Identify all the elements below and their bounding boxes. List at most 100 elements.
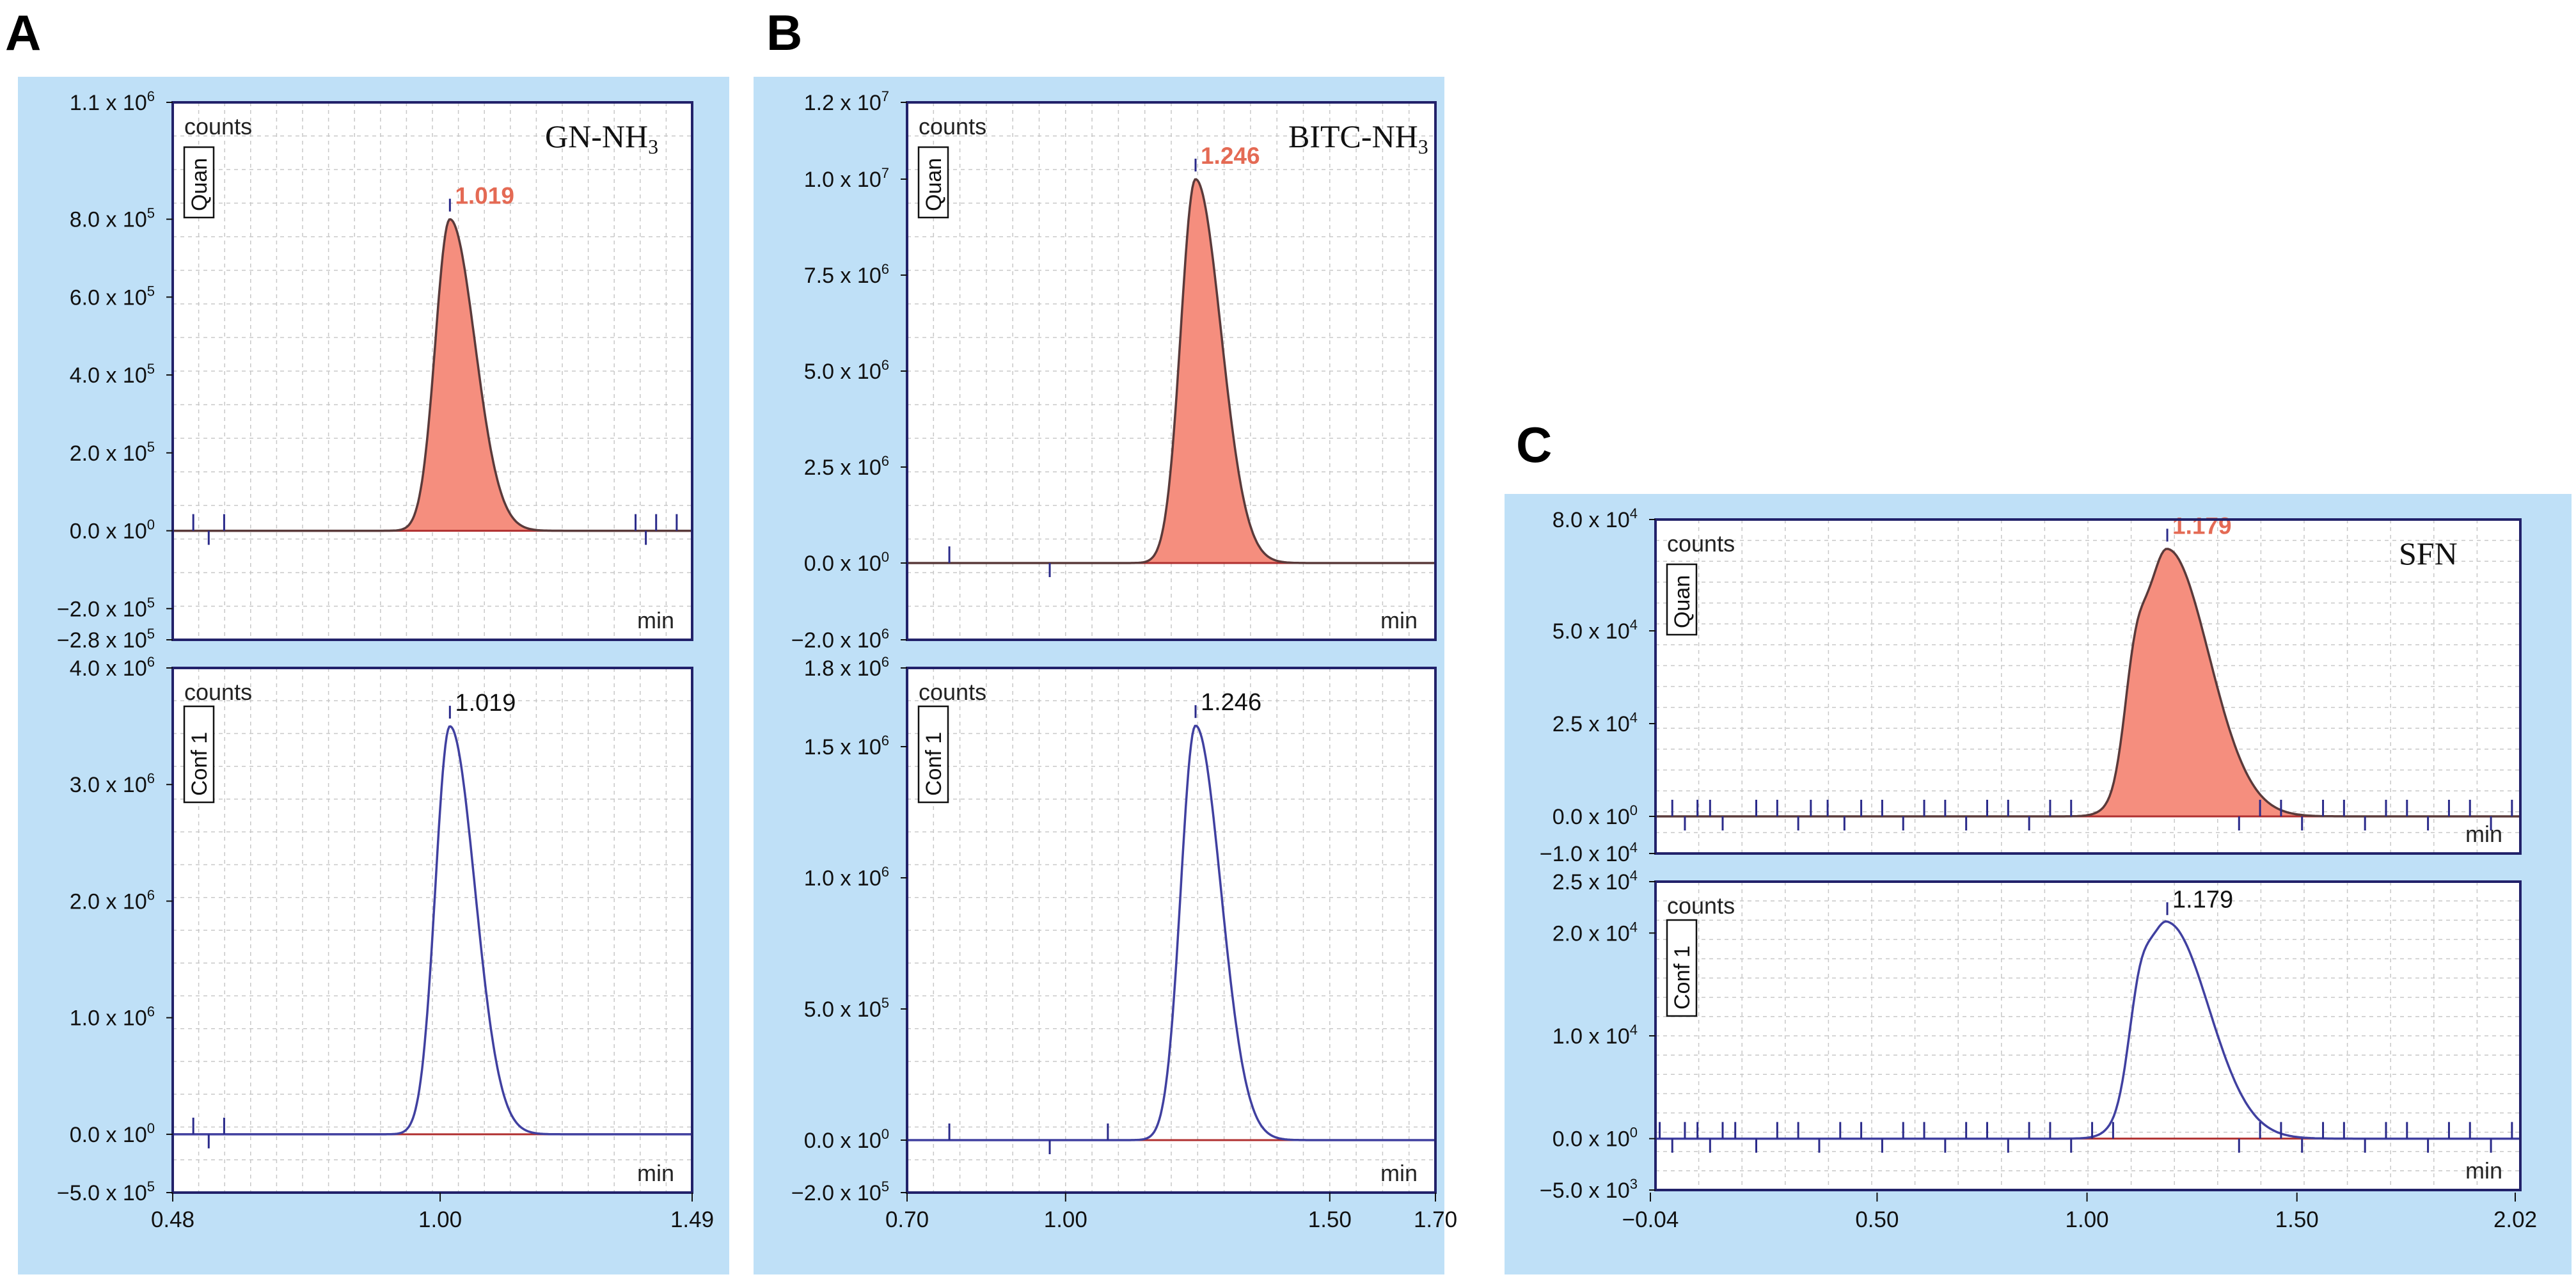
y-tick-label: 5.0 x 105 — [804, 995, 889, 1022]
y-tick-exponent: 3 — [1630, 1176, 1638, 1192]
x-tick-label: 1.00 — [418, 1207, 462, 1232]
x-tick-label: 1.50 — [2275, 1207, 2319, 1232]
trace-tag-box — [1666, 919, 1698, 1017]
conf1-trace-line — [173, 725, 692, 1136]
conf1-trace-line — [1655, 920, 2520, 1140]
y-tick-label: 1.2 x 107 — [804, 88, 889, 115]
conf1-trace-tag: Conf 1 — [183, 705, 215, 804]
quan-trace-line — [1655, 548, 2520, 818]
x-tick-label: 1.49 — [670, 1207, 714, 1232]
panel-letter-a: A — [5, 4, 42, 61]
trace-tag-box — [917, 146, 949, 219]
trace-tag-box — [183, 705, 215, 804]
trace-tag-box — [917, 705, 949, 804]
y-tick-exponent: 7 — [881, 165, 889, 181]
y-unit-label: counts — [919, 679, 986, 705]
peak-rt-label: 1.246 — [1201, 689, 1261, 716]
plot-frame — [906, 667, 1437, 1194]
y-tick-exponent: 4 — [1630, 919, 1638, 935]
y-tick-label: 2.0 x 104 — [1553, 919, 1638, 946]
y-tick-exponent: 4 — [1630, 505, 1638, 521]
x-unit-label: min — [1380, 1160, 1418, 1186]
x-tick-label: −0.04 — [1622, 1207, 1679, 1232]
y-unit-label: counts — [919, 113, 986, 139]
quan-trace-line — [173, 218, 692, 532]
trace-tag-text: Conf 1 — [187, 732, 212, 796]
compound-name-label: SFN — [2399, 536, 2458, 571]
y-tick-label: 1.1 x 106 — [70, 88, 155, 115]
y-tick-exponent: 0 — [147, 517, 155, 533]
peak-rt-label: 1.179 — [2172, 886, 2233, 913]
y-tick-label: 4.0 x 106 — [70, 654, 155, 681]
y-tick-exponent: 4 — [1630, 617, 1638, 633]
compound-name-label: GN-NH3 — [545, 118, 658, 158]
trace-tag-text: Quan — [1670, 575, 1695, 628]
y-tick-exponent: 4 — [1630, 710, 1638, 726]
panel-a-x-axis: 0.48 1.00 1.49 — [151, 1193, 714, 1232]
panel-b-quan-plot: 1.246 counts min Quan BITC-NH3 1.2 x 107 1.0 x… — [791, 88, 1437, 653]
x-unit-label: min — [2465, 1157, 2502, 1184]
plot-frame — [1654, 518, 2522, 855]
conf1-trace-tag: Conf 1 — [1666, 919, 1698, 1017]
x-unit-label: min — [2465, 821, 2502, 847]
y-tick-exponent: 6 — [147, 88, 155, 104]
trace-tag-box — [183, 146, 215, 219]
y-tick-label: 1.0 x 106 — [70, 1004, 155, 1031]
compound-name-subscript: 3 — [648, 135, 658, 158]
y-tick-label: 0.0 x 100 — [804, 549, 889, 576]
quan-trace-line — [907, 178, 1435, 564]
peak-area-fill — [907, 179, 1435, 563]
y-tick-label: −2.8 x 105 — [57, 626, 155, 653]
trace-tag-text: Conf 1 — [922, 732, 946, 796]
y-tick-exponent: 5 — [147, 594, 155, 610]
x-tick-label: 0.48 — [151, 1207, 194, 1232]
y-tick-label: −2.0 x 106 — [791, 626, 889, 653]
x-tick-label: 0.50 — [1855, 1207, 1899, 1232]
y-tick-exponent: 5 — [147, 1179, 155, 1195]
panel-b-x-axis: 0.70 1.00 1.50 1.70 — [885, 1193, 1457, 1232]
y-tick-exponent: 0 — [1630, 1125, 1638, 1141]
y-tick-label: 1.0 x 106 — [804, 864, 889, 891]
y-unit-label: counts — [1667, 893, 1735, 919]
y-tick-exponent: 5 — [147, 361, 155, 377]
x-tick-label: 1.70 — [1414, 1207, 1457, 1232]
y-tick-exponent: 5 — [881, 1179, 889, 1195]
panel-c-x-axis: −0.04 0.50 1.00 1.50 2.02 — [1622, 1193, 2537, 1232]
x-tick-label: 1.00 — [2066, 1207, 2109, 1232]
y-tick-exponent: 6 — [881, 654, 889, 670]
quan-trace-tag: Quan — [183, 146, 215, 219]
y-tick-label: 6.0 x 105 — [70, 283, 155, 310]
y-tick-exponent: 7 — [881, 88, 889, 104]
y-tick-exponent: 6 — [881, 453, 889, 469]
trace-tag-text: Quan — [922, 158, 946, 211]
y-tick-exponent: 4 — [1630, 1022, 1638, 1038]
y-tick-label: 3.0 x 106 — [70, 770, 155, 797]
y-tick-label: 2.5 x 104 — [1553, 868, 1638, 894]
panel-a-conf1-plot: 1.019 counts min Conf 1 4.0 x 106 3.0 x 106 2.… — [57, 654, 693, 1205]
panel-b-conf1-plot: 1.246 counts min Conf 1 1.8 x 106 1.5 x 106 1.… — [791, 654, 1437, 1205]
y-tick-exponent: 4 — [1630, 839, 1638, 855]
y-tick-exponent: 5 — [147, 439, 155, 455]
y-tick-label: 8.0 x 105 — [70, 205, 155, 232]
peak-rt-label: 1.179 — [2172, 512, 2232, 539]
y-tick-exponent: 5 — [147, 626, 155, 642]
y-tick-exponent: 6 — [881, 864, 889, 880]
y-tick-label: −5.0 x 105 — [57, 1179, 155, 1205]
y-tick-label: −2.0 x 105 — [791, 1179, 889, 1205]
trace-tag-text: Conf 1 — [1670, 946, 1695, 1010]
y-tick-label: 0.0 x 100 — [804, 1126, 889, 1153]
y-tick-exponent: 6 — [147, 770, 155, 786]
y-tick-label: 2.5 x 104 — [1553, 710, 1638, 736]
quan-trace-tag: Quan — [1666, 563, 1698, 636]
y-tick-exponent: 6 — [881, 261, 889, 277]
y-tick-label: 1.5 x 106 — [804, 733, 889, 759]
y-unit-label: counts — [1667, 530, 1735, 557]
y-tick-label: 2.0 x 105 — [70, 439, 155, 466]
trace-tag-text: Quan — [187, 158, 212, 211]
compound-name-subscript: 3 — [1418, 135, 1428, 158]
x-tick-label: 1.00 — [1044, 1207, 1087, 1232]
y-tick-label: 5.0 x 104 — [1553, 617, 1638, 644]
peak-rt-label: 1.019 — [455, 690, 516, 717]
y-tick-label: 0.0 x 100 — [1553, 1125, 1638, 1152]
trace-tag-box — [1666, 563, 1698, 636]
